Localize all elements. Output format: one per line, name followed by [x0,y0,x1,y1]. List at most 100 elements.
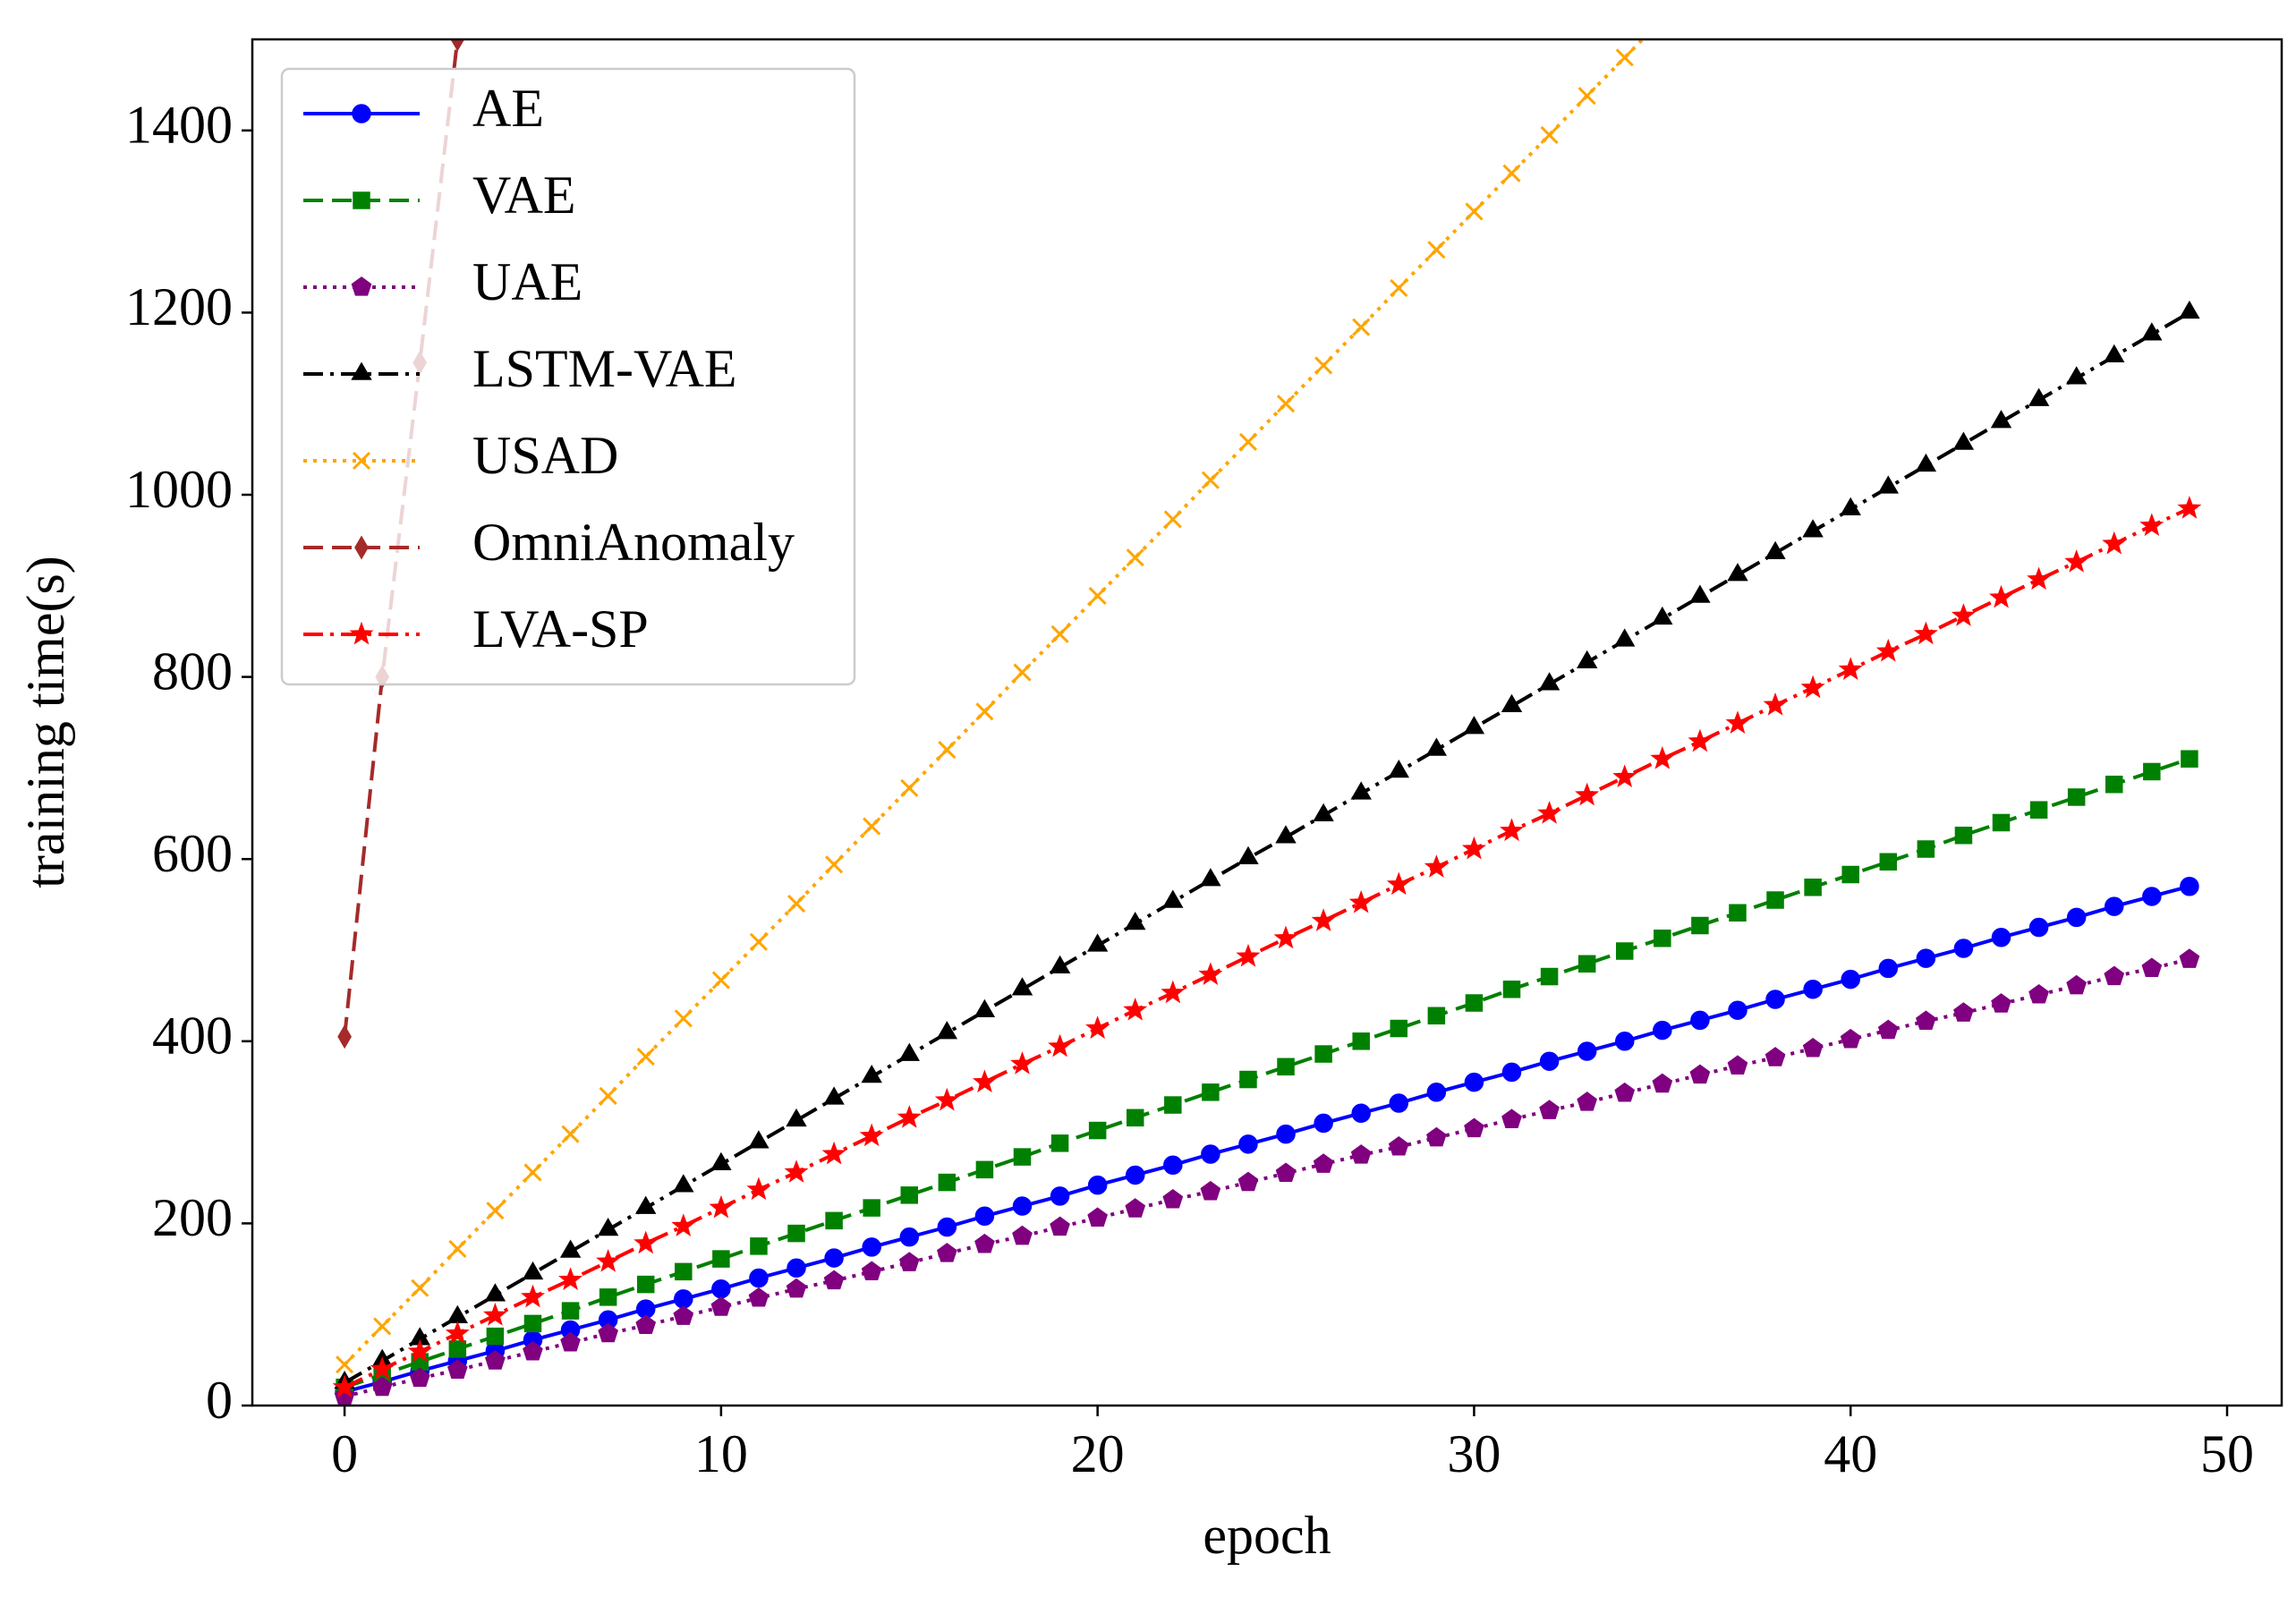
marker [1238,1134,1258,1154]
marker [1239,1070,1257,1089]
marker [784,1160,809,1183]
marker [1276,1124,1296,1144]
y-tick-label: 0 [206,1371,233,1430]
legend-label: LSTM-VAE [472,339,737,398]
marker [1915,453,1937,472]
marker [897,1105,922,1128]
marker [337,1024,352,1049]
marker [1238,432,1258,452]
marker [523,1314,542,1333]
marker [1276,395,1296,413]
marker [1162,889,1184,908]
marker [1087,1207,1108,1227]
marker [1313,803,1334,822]
marker [2066,907,2087,928]
marker [675,1262,693,1281]
marker [1916,948,1936,968]
marker [674,1289,693,1309]
marker [1161,980,1186,1004]
marker [597,1218,619,1236]
marker [1803,980,1823,999]
marker [1200,1180,1221,1201]
marker [1725,710,1750,734]
marker [1989,584,2013,608]
marker [2064,549,2089,573]
marker [373,1317,392,1336]
marker [1502,981,1521,998]
legend: AE VAE UAE LSTM-VAE USAD OmniAnomaly LVA-SP [280,67,856,686]
marker [710,1296,732,1316]
legend-marker [354,535,369,560]
y-tick-label: 1400 [125,96,233,155]
marker [1577,87,1596,106]
marker [2180,876,2199,896]
marker [2177,496,2202,519]
marker [1538,672,1560,691]
marker [934,1087,959,1111]
marker [1426,1126,1447,1147]
marker [1727,1055,1748,1075]
marker [1577,1092,1597,1111]
marker [1389,1093,1409,1113]
y-tick-label: 400 [152,1007,233,1066]
marker [1691,916,1709,935]
y-tick-label: 1000 [125,460,233,519]
marker [1841,865,1859,884]
axes-frame [251,38,2283,1407]
marker [1464,1072,1484,1092]
marker [1050,624,1069,643]
marker [1501,1109,1522,1128]
marker [2028,387,2050,406]
legend-box [280,67,856,686]
marker [1352,318,1371,336]
marker [938,1173,957,1192]
legend-marker [352,451,371,471]
marker [1201,471,1220,489]
marker [1840,1028,1861,1049]
marker [560,1331,581,1352]
marker [1614,628,1636,647]
marker [1125,1198,1146,1218]
marker [748,1130,770,1149]
marker [1954,826,1973,845]
marker [1800,675,1825,699]
marker [1013,1148,1032,1166]
marker [1991,927,2011,947]
marker [1766,891,1784,909]
marker [2028,917,2049,938]
marker [938,740,957,760]
marker [1126,548,1144,567]
marker [1577,1041,1597,1061]
x-tick-label: 20 [1071,1424,1125,1483]
marker [1351,1103,1371,1123]
marker [1011,977,1033,996]
marker [1237,1171,1259,1192]
marker [1877,475,1899,494]
marker [636,1048,655,1066]
y-tick-label: 800 [152,641,233,701]
marker [2141,322,2163,341]
marker [1352,1032,1370,1050]
marker [1802,519,1824,538]
marker [863,1199,880,1217]
x-tick-label: 0 [331,1424,358,1483]
marker [1461,836,1486,860]
marker [1501,693,1523,712]
marker [561,1302,580,1320]
legend-label: VAE [472,166,576,225]
marker [1689,1064,1711,1084]
marker [636,1275,655,1294]
marker [1729,904,1747,922]
marker [824,1248,844,1268]
marker [1012,1196,1033,1216]
marker [370,1356,395,1380]
marker [937,1217,957,1237]
marker [2105,775,2123,794]
marker [898,1252,920,1271]
marker [1500,818,1524,842]
marker [1614,1032,1635,1051]
marker [1501,1062,1522,1083]
marker [1577,955,1596,973]
marker [2067,788,2086,806]
marker [900,778,919,797]
